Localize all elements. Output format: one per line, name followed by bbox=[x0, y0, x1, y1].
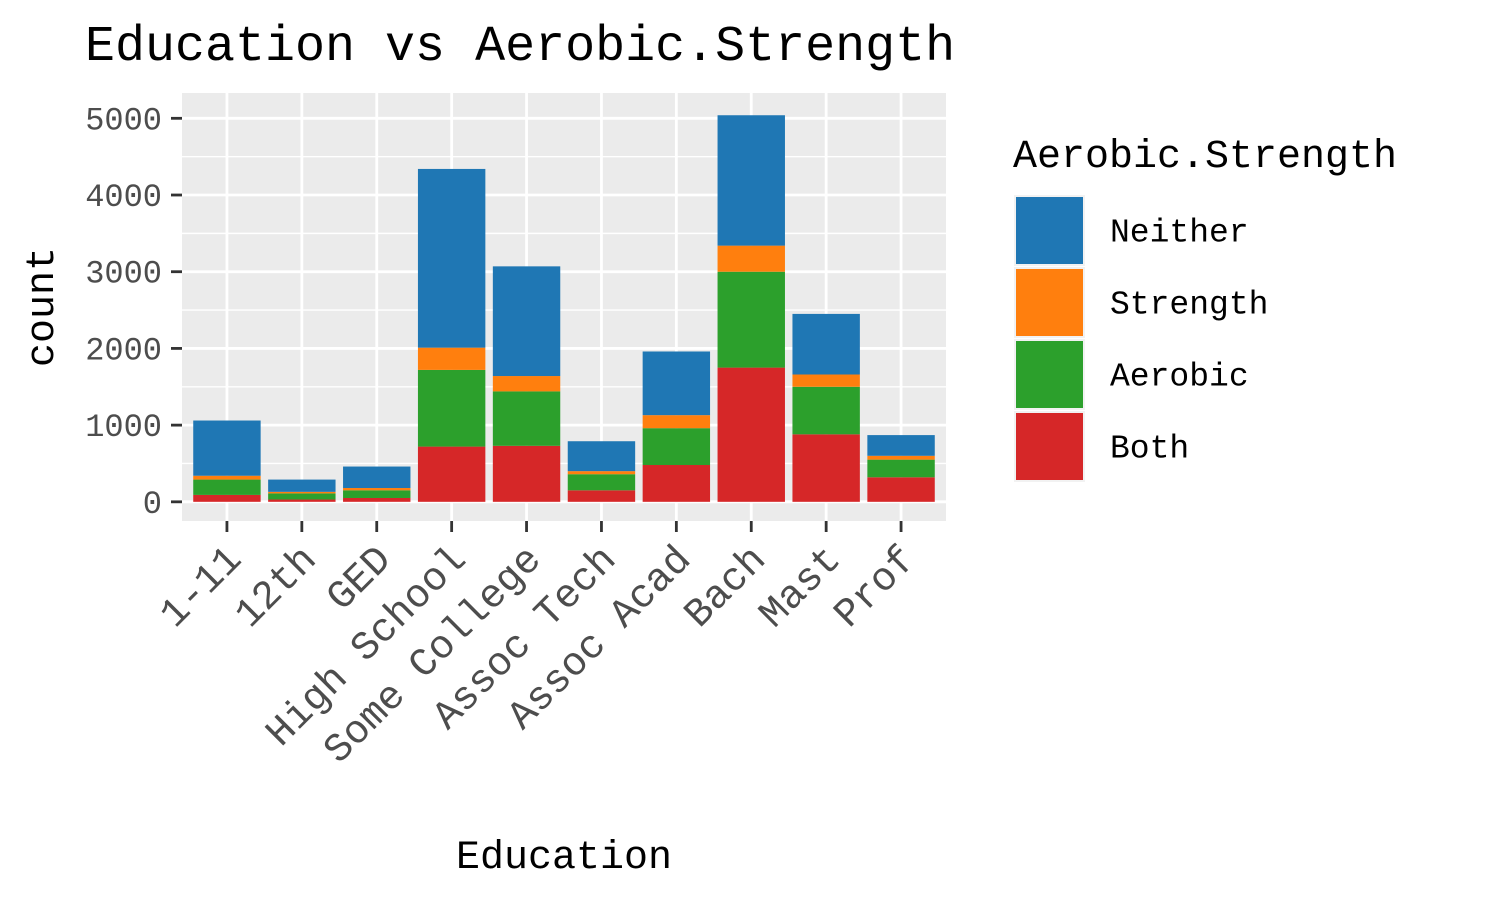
y-axis: 0 1000 2000 3000 4000 5000 bbox=[85, 102, 182, 523]
bar-aerobic-assoc-acad bbox=[642, 428, 711, 466]
bar-neither-mast bbox=[792, 313, 860, 375]
x-tick-label: Prof bbox=[827, 538, 927, 638]
bar-aerobic-bach bbox=[717, 271, 785, 368]
bar-strength-1-11 bbox=[193, 475, 261, 480]
legend: Aerobic.Strength Neither Strength Aerobic B… bbox=[1013, 135, 1397, 482]
y-axis-title: count bbox=[21, 247, 66, 367]
legend-label-neither: Neither bbox=[1110, 215, 1249, 252]
legend-label-both: Both bbox=[1110, 431, 1189, 468]
legend-label-aerobic: Aerobic bbox=[1110, 359, 1249, 396]
bar-strength-high-school bbox=[417, 347, 486, 370]
bar-neither-prof bbox=[867, 435, 935, 456]
bar-neither-assoc-acad bbox=[642, 351, 711, 416]
y-tick-label: 1000 bbox=[85, 409, 162, 446]
bar-strength-assoc-tech bbox=[567, 471, 636, 475]
bar-neither-12th bbox=[268, 479, 336, 492]
bar-strength-bach bbox=[717, 245, 785, 272]
x-tick-label: Mast bbox=[752, 538, 852, 638]
legend-swatch-strength bbox=[1016, 269, 1083, 336]
bar-strength-prof bbox=[867, 455, 935, 460]
bar-aerobic-high-school bbox=[417, 369, 486, 447]
bar-aerobic-assoc-tech bbox=[567, 474, 636, 491]
bar-aerobic-ged bbox=[343, 490, 411, 498]
bar-strength-ged bbox=[343, 488, 411, 491]
bar-aerobic-some-college bbox=[492, 391, 561, 446]
bar-neither-ged bbox=[343, 466, 411, 489]
y-tick-label: 3000 bbox=[85, 256, 162, 293]
y-tick-label: 0 bbox=[143, 486, 162, 523]
bar-neither-high-school bbox=[417, 168, 486, 348]
bar-aerobic-prof bbox=[867, 459, 935, 478]
chart-title: Education vs Aerobic.Strength bbox=[85, 19, 955, 76]
bar-strength-some-college bbox=[492, 376, 561, 392]
x-tick-label: Bach bbox=[677, 538, 777, 638]
bar-both-1-11 bbox=[193, 494, 261, 502]
x-axis-title: Education bbox=[456, 836, 672, 881]
bar-both-prof bbox=[867, 477, 935, 502]
legend-swatch-both bbox=[1016, 413, 1083, 480]
bar-neither-1-11 bbox=[193, 420, 261, 476]
y-tick-label: 2000 bbox=[85, 332, 162, 369]
bar-strength-12th bbox=[268, 491, 336, 494]
legend-label-strength: Strength bbox=[1110, 287, 1268, 324]
bar-both-12th bbox=[268, 499, 336, 502]
bar-aerobic-12th bbox=[268, 493, 336, 500]
y-tick-label: 5000 bbox=[85, 102, 162, 139]
bar-both-assoc-tech bbox=[567, 490, 636, 502]
bar-both-bach bbox=[717, 367, 785, 502]
x-tick-label: 12th bbox=[227, 538, 327, 638]
bar-aerobic-mast bbox=[792, 386, 860, 435]
bars bbox=[193, 115, 935, 502]
bar-both-mast bbox=[792, 434, 860, 502]
bar-both-high-school bbox=[417, 446, 486, 502]
bar-strength-mast bbox=[792, 374, 860, 387]
bar-neither-some-college bbox=[492, 266, 561, 377]
bar-both-some-college bbox=[492, 445, 561, 502]
bar-neither-assoc-tech bbox=[567, 441, 636, 472]
legend-swatch-neither bbox=[1016, 197, 1083, 264]
bar-neither-bach bbox=[717, 115, 785, 246]
legend-swatch-aerobic bbox=[1016, 341, 1083, 408]
bar-aerobic-1-11 bbox=[193, 479, 261, 495]
y-tick-label: 4000 bbox=[85, 179, 162, 216]
x-tick-label: 1-11 bbox=[152, 538, 252, 638]
bar-both-ged bbox=[343, 497, 411, 502]
bar-strength-assoc-acad bbox=[642, 415, 711, 429]
legend-items: Neither Strength Aerobic Both bbox=[1014, 195, 1268, 482]
bar-both-assoc-acad bbox=[642, 465, 711, 502]
legend-title: Aerobic.Strength bbox=[1013, 135, 1397, 180]
